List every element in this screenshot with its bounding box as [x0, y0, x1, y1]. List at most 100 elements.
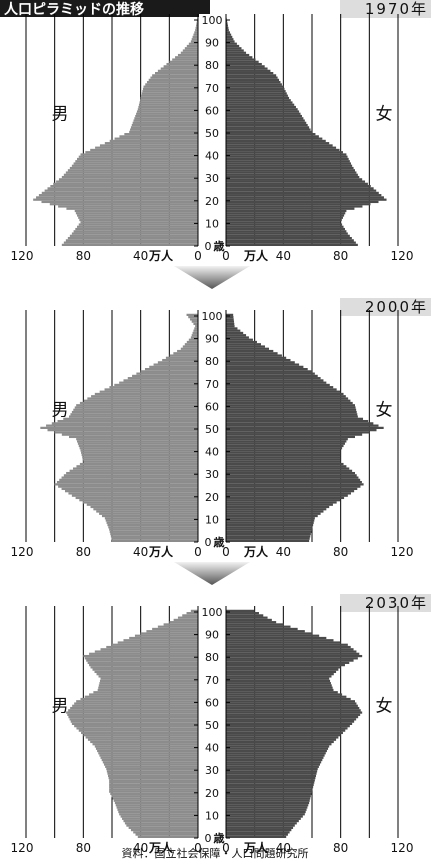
- female-age-bar: [226, 338, 253, 341]
- female-age-bar: [226, 169, 355, 172]
- male-age-bar: [103, 763, 198, 766]
- male-age-bar: [70, 413, 198, 416]
- female-age-bar: [226, 203, 371, 206]
- female-age-bar: [226, 774, 317, 777]
- male-age-bar: [41, 191, 199, 195]
- female-age-bar: [226, 659, 354, 662]
- female-age-bar: [226, 616, 268, 619]
- male-age-bar: [136, 112, 198, 115]
- female-age-bar: [226, 198, 387, 201]
- male-age-bar: [152, 74, 198, 77]
- age-tick-label: 0: [205, 240, 212, 253]
- male-age-bar: [63, 173, 199, 176]
- male-age-bar: [108, 777, 198, 780]
- male-age-bar: [140, 96, 198, 100]
- female-age-bar: [226, 632, 312, 635]
- female-age-bar: [226, 377, 321, 380]
- male-age-bar: [196, 22, 198, 25]
- female-age-bar: [226, 76, 278, 79]
- female-age-bar: [226, 157, 349, 161]
- male-age-bar: [79, 218, 198, 222]
- male-age-bar: [61, 175, 199, 179]
- female-age-bar: [226, 761, 322, 764]
- female-age-bar: [226, 117, 304, 120]
- male-age-bar: [124, 822, 198, 825]
- age-axis-band: [199, 310, 225, 542]
- female-age-bar: [226, 449, 341, 452]
- male-age-bar: [120, 815, 198, 818]
- female-age-bar: [226, 379, 324, 382]
- female-age-bar: [226, 386, 334, 389]
- female-age-bar: [226, 83, 282, 86]
- male-age-bar: [97, 688, 198, 692]
- male-age-bar: [129, 130, 198, 133]
- age-tick-label: 50: [205, 423, 219, 436]
- female-age-bar: [226, 212, 346, 215]
- female-age-bar: [226, 401, 353, 405]
- female-age-bar: [226, 688, 334, 692]
- male-age-bar: [107, 774, 198, 777]
- age-tick-label: 70: [205, 82, 219, 95]
- female-age-bar: [226, 345, 265, 348]
- female-age-bar: [226, 478, 361, 481]
- male-age-bar: [119, 135, 198, 138]
- male-age-bar: [110, 535, 198, 538]
- female-age-bar: [226, 664, 345, 667]
- female-age-bar: [226, 788, 313, 791]
- male-age-bar: [190, 40, 198, 43]
- male-age-bar: [78, 729, 198, 732]
- female-age-bar: [226, 232, 348, 235]
- female-age-bar: [226, 40, 235, 43]
- male-age-bar: [94, 670, 198, 674]
- male-age-bar: [163, 65, 198, 68]
- female-age-bar: [226, 85, 284, 88]
- male-age-bar: [61, 243, 199, 246]
- male-age-bar: [113, 799, 198, 802]
- male-age-bar: [93, 691, 198, 694]
- female-age-bar: [226, 336, 249, 339]
- female-x-tick-label: 40: [276, 841, 291, 855]
- male-age-bar: [92, 668, 198, 671]
- female-age-bar: [226, 87, 285, 91]
- male-age-bar: [109, 781, 198, 784]
- age-tick-label: 60: [205, 400, 219, 413]
- female-age-bar: [226, 173, 358, 176]
- male-age-bar: [65, 171, 198, 174]
- female-age-bar: [226, 657, 358, 660]
- female-age-bar: [226, 831, 290, 834]
- female-age-bar: [226, 442, 345, 445]
- female-age-bar: [226, 675, 332, 678]
- male-age-bar: [112, 539, 198, 542]
- female-age-bar: [226, 824, 295, 827]
- male-age-bar: [76, 404, 198, 407]
- female-age-bar: [226, 408, 357, 411]
- male-age-bar: [106, 645, 198, 649]
- female-age-bar: [226, 316, 234, 319]
- male-age-bar: [132, 374, 198, 378]
- female-age-bar: [226, 643, 348, 646]
- female-x-tick-label: 0: [222, 841, 230, 855]
- male-age-bar: [102, 761, 198, 764]
- female-age-bar: [226, 148, 340, 152]
- male-age-bar: [152, 627, 198, 631]
- age-tick-label: 40: [205, 742, 219, 755]
- female-age-bar: [226, 67, 268, 70]
- male-age-bar: [73, 230, 198, 233]
- female-age-bar: [226, 532, 311, 536]
- female-age-bar: [226, 797, 311, 800]
- male-age-bar: [112, 643, 198, 646]
- male-age-bar: [54, 483, 198, 486]
- male-age-bar: [63, 417, 199, 420]
- female-age-bar: [226, 90, 286, 93]
- male-age-bar: [133, 119, 198, 122]
- male-age-bar: [104, 142, 198, 145]
- female-age-bar: [226, 29, 229, 32]
- female-age-bar: [226, 358, 291, 362]
- male-age-bar: [90, 505, 198, 509]
- male-x-tick-label: 80: [76, 841, 91, 855]
- female-age-bar: [226, 433, 363, 436]
- female-x-unit: 万人: [243, 544, 269, 559]
- male-age-bar: [186, 340, 198, 344]
- male-age-bar: [180, 347, 198, 350]
